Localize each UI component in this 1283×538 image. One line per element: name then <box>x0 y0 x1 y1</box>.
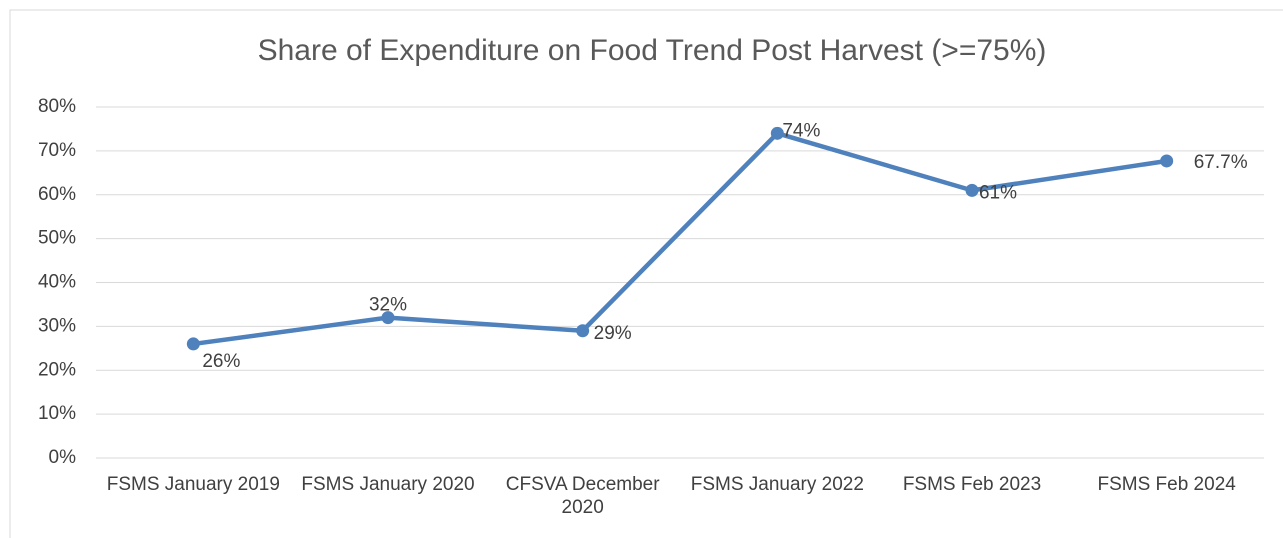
y-tick-label: 60% <box>38 184 76 205</box>
y-tick-label: 40% <box>38 272 76 293</box>
y-tick-label: 70% <box>38 140 76 161</box>
x-tick-label: FSMS Feb 2024 <box>1097 474 1236 495</box>
point <box>770 126 784 140</box>
y-tick-label: 20% <box>38 359 76 380</box>
y-tick-label: 0% <box>49 447 77 468</box>
point <box>576 324 590 338</box>
data-label: 74% <box>782 120 820 141</box>
data-label: 67.7% <box>1194 152 1248 173</box>
x-tick-label: FSMS January 2020 <box>301 474 475 495</box>
point <box>186 337 200 351</box>
data-label: 61% <box>979 182 1017 203</box>
data-label: 26% <box>202 351 240 372</box>
chart-border <box>9 9 1283 538</box>
y-tick-label: 50% <box>38 228 76 249</box>
point <box>1160 154 1174 168</box>
y-tick-label: 30% <box>38 315 76 336</box>
line <box>193 131 1168 347</box>
x-tick-label: FSMS January 2019 <box>106 474 280 495</box>
x-tick-label: CFSVA December 2020 <box>505 474 660 518</box>
y-tick-label: 10% <box>38 403 76 424</box>
chart-title: Share of Expenditure on Food Trend Post … <box>258 34 1047 67</box>
point <box>381 311 395 325</box>
data-label: 32% <box>369 295 407 316</box>
point <box>965 183 979 197</box>
data-label: 29% <box>594 323 632 344</box>
y-tick-label: 80% <box>38 96 76 117</box>
x-tick-label: FSMS Feb 2023 <box>902 474 1042 495</box>
x-tick-label: FSMS January 2022 <box>690 474 864 495</box>
